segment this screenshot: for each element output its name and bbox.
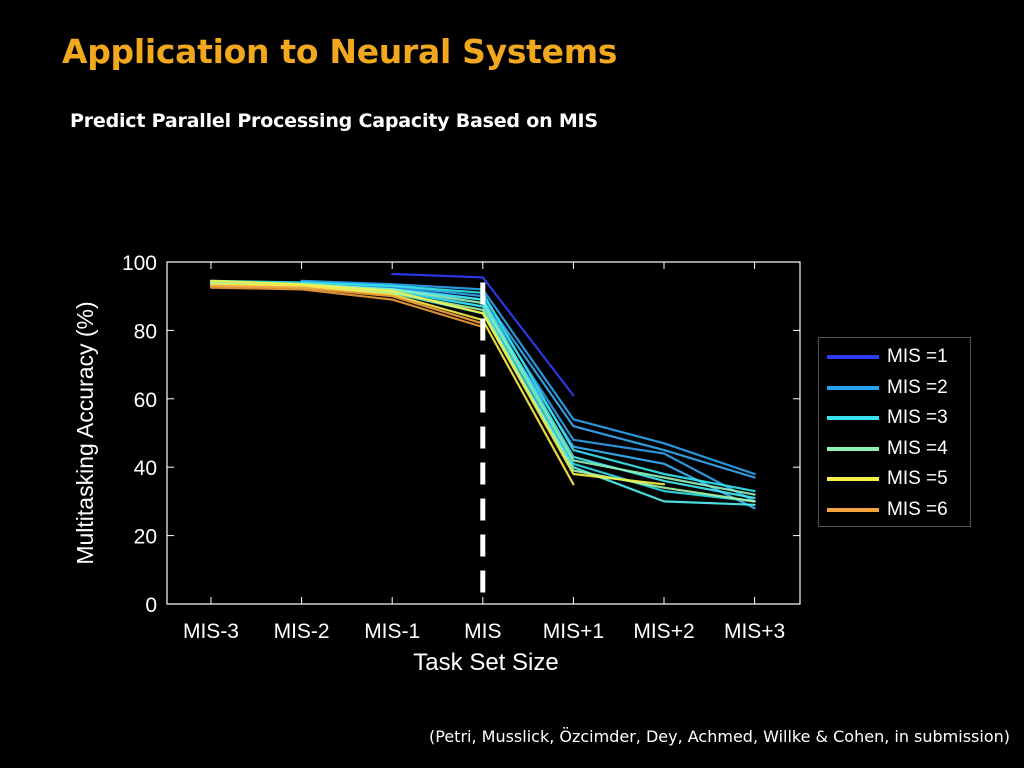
y-tick-label: 80 (134, 320, 157, 343)
series-line (209, 283, 575, 486)
chart-ticks: 0 20 40 60 80 100 MIS-3 MIS-2 MIS-1 MIS MIS+1 MIS+2… (122, 252, 800, 643)
series-line (391, 272, 575, 397)
legend-swatch (827, 446, 879, 451)
legend-label: MIS =5 (887, 468, 948, 490)
y-axis-label: Multitasking Accuracy (%) (72, 301, 98, 564)
chart-legend: MIS =1 MIS =2 MIS =3 MIS =4 MIS =5 MIS =6 (818, 337, 971, 527)
y-tick-label: 0 (145, 594, 157, 617)
y-tick-label: 40 (134, 457, 157, 480)
legend-label: MIS =2 (887, 376, 948, 398)
legend-label: MIS =6 (887, 498, 948, 520)
y-tick-label: 100 (122, 252, 157, 275)
legend-label: MIS =1 (887, 346, 948, 368)
legend-entry: MIS =1 (827, 342, 970, 373)
legend-entry: MIS =2 (827, 373, 970, 404)
legend-swatch (827, 507, 879, 512)
legend-entry: MIS =6 (827, 495, 970, 526)
x-tick-label: MIS-1 (364, 620, 420, 643)
y-tick-label: 60 (134, 389, 157, 412)
legend-swatch (827, 477, 879, 482)
legend-entry: MIS =3 (827, 403, 970, 434)
legend-entry: MIS =4 (827, 434, 970, 465)
citation: (Petri, Musslick, Özcimder, Dey, Achmed,… (429, 727, 1010, 746)
series-line (209, 286, 484, 329)
slide-subtitle: Predict Parallel Processing Capacity Bas… (70, 110, 598, 132)
x-tick-label: MIS+1 (543, 620, 604, 643)
y-tick-label: 20 (134, 526, 157, 549)
legend-swatch (827, 416, 879, 421)
series-line (300, 279, 756, 476)
chart-series (209, 272, 756, 510)
x-axis-label: Task Set Size (413, 649, 558, 676)
x-tick-label: MIS (464, 620, 501, 643)
legend-swatch (827, 355, 879, 360)
x-tick-label: MIS-3 (183, 620, 239, 643)
x-tick-label: MIS+3 (724, 620, 785, 643)
x-tick-label: MIS-2 (274, 620, 330, 643)
legend-swatch (827, 385, 879, 390)
legend-entry: MIS =5 (827, 464, 970, 495)
series-line (209, 284, 484, 325)
legend-label: MIS =3 (887, 407, 948, 429)
slide-title: Application to Neural Systems (62, 32, 618, 71)
x-tick-label: MIS+2 (633, 620, 694, 643)
legend-label: MIS =4 (887, 437, 948, 459)
series-line (209, 279, 666, 486)
